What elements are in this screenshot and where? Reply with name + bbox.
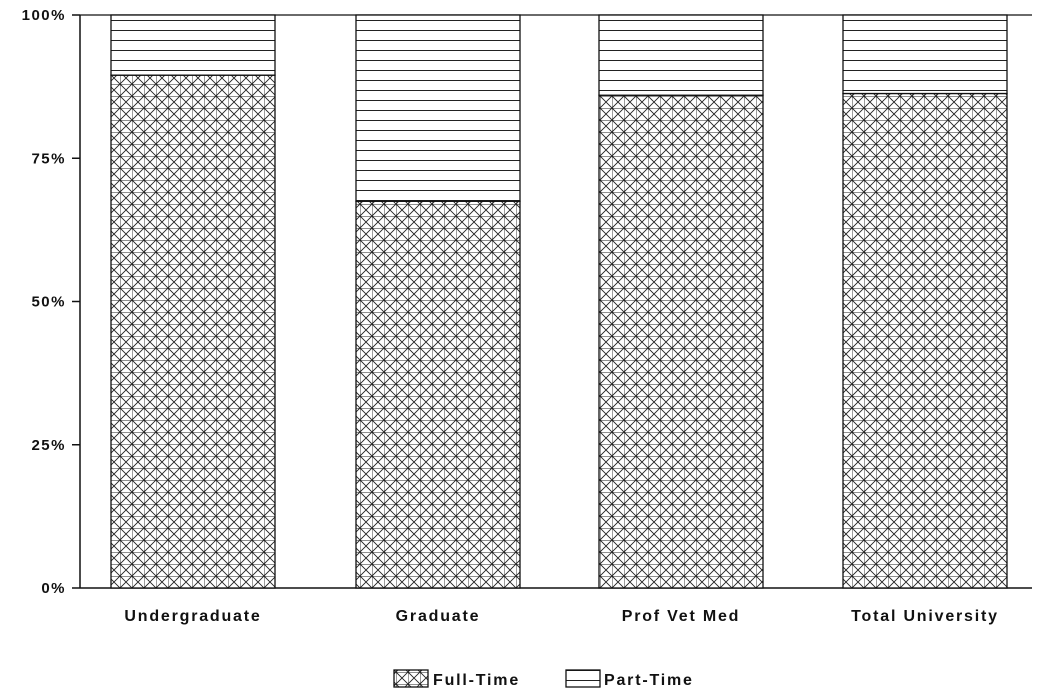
x-category-label: Undergraduate (124, 608, 261, 625)
y-tick-label: 0% (41, 580, 66, 597)
bar-part-time-undergraduate (110, 14, 276, 76)
bar-full-time-total-university (842, 92, 1008, 589)
legend: Full-Time Part-Time (393, 669, 694, 688)
x-category-label: Total University (851, 608, 999, 625)
bar-part-time-prof-vet-med (598, 14, 764, 96)
bar-part-time-graduate (355, 14, 521, 202)
y-tick-label: 50% (31, 294, 66, 311)
legend-label-part-time: Part-Time (604, 672, 694, 688)
x-category-label: Prof Vet Med (622, 608, 741, 625)
legend-swatch-full-time (393, 669, 429, 688)
legend-label-full-time: Full-Time (433, 672, 520, 688)
y-tick-label: 25% (31, 437, 66, 454)
bar-full-time-undergraduate (110, 74, 276, 589)
legend-swatch-part-time (565, 669, 601, 688)
bar-full-time-prof-vet-med (598, 94, 764, 589)
y-tick-label: 75% (31, 150, 66, 167)
y-tick-label: 100% (22, 7, 66, 24)
bars (110, 14, 1008, 589)
bar-part-time-total-university (842, 14, 1008, 95)
x-category-label: Graduate (396, 608, 481, 625)
labels: 0% 25% 50% 75% 100% Undergraduate Graduate Prof… (22, 7, 999, 625)
bar-full-time-graduate (355, 200, 521, 589)
